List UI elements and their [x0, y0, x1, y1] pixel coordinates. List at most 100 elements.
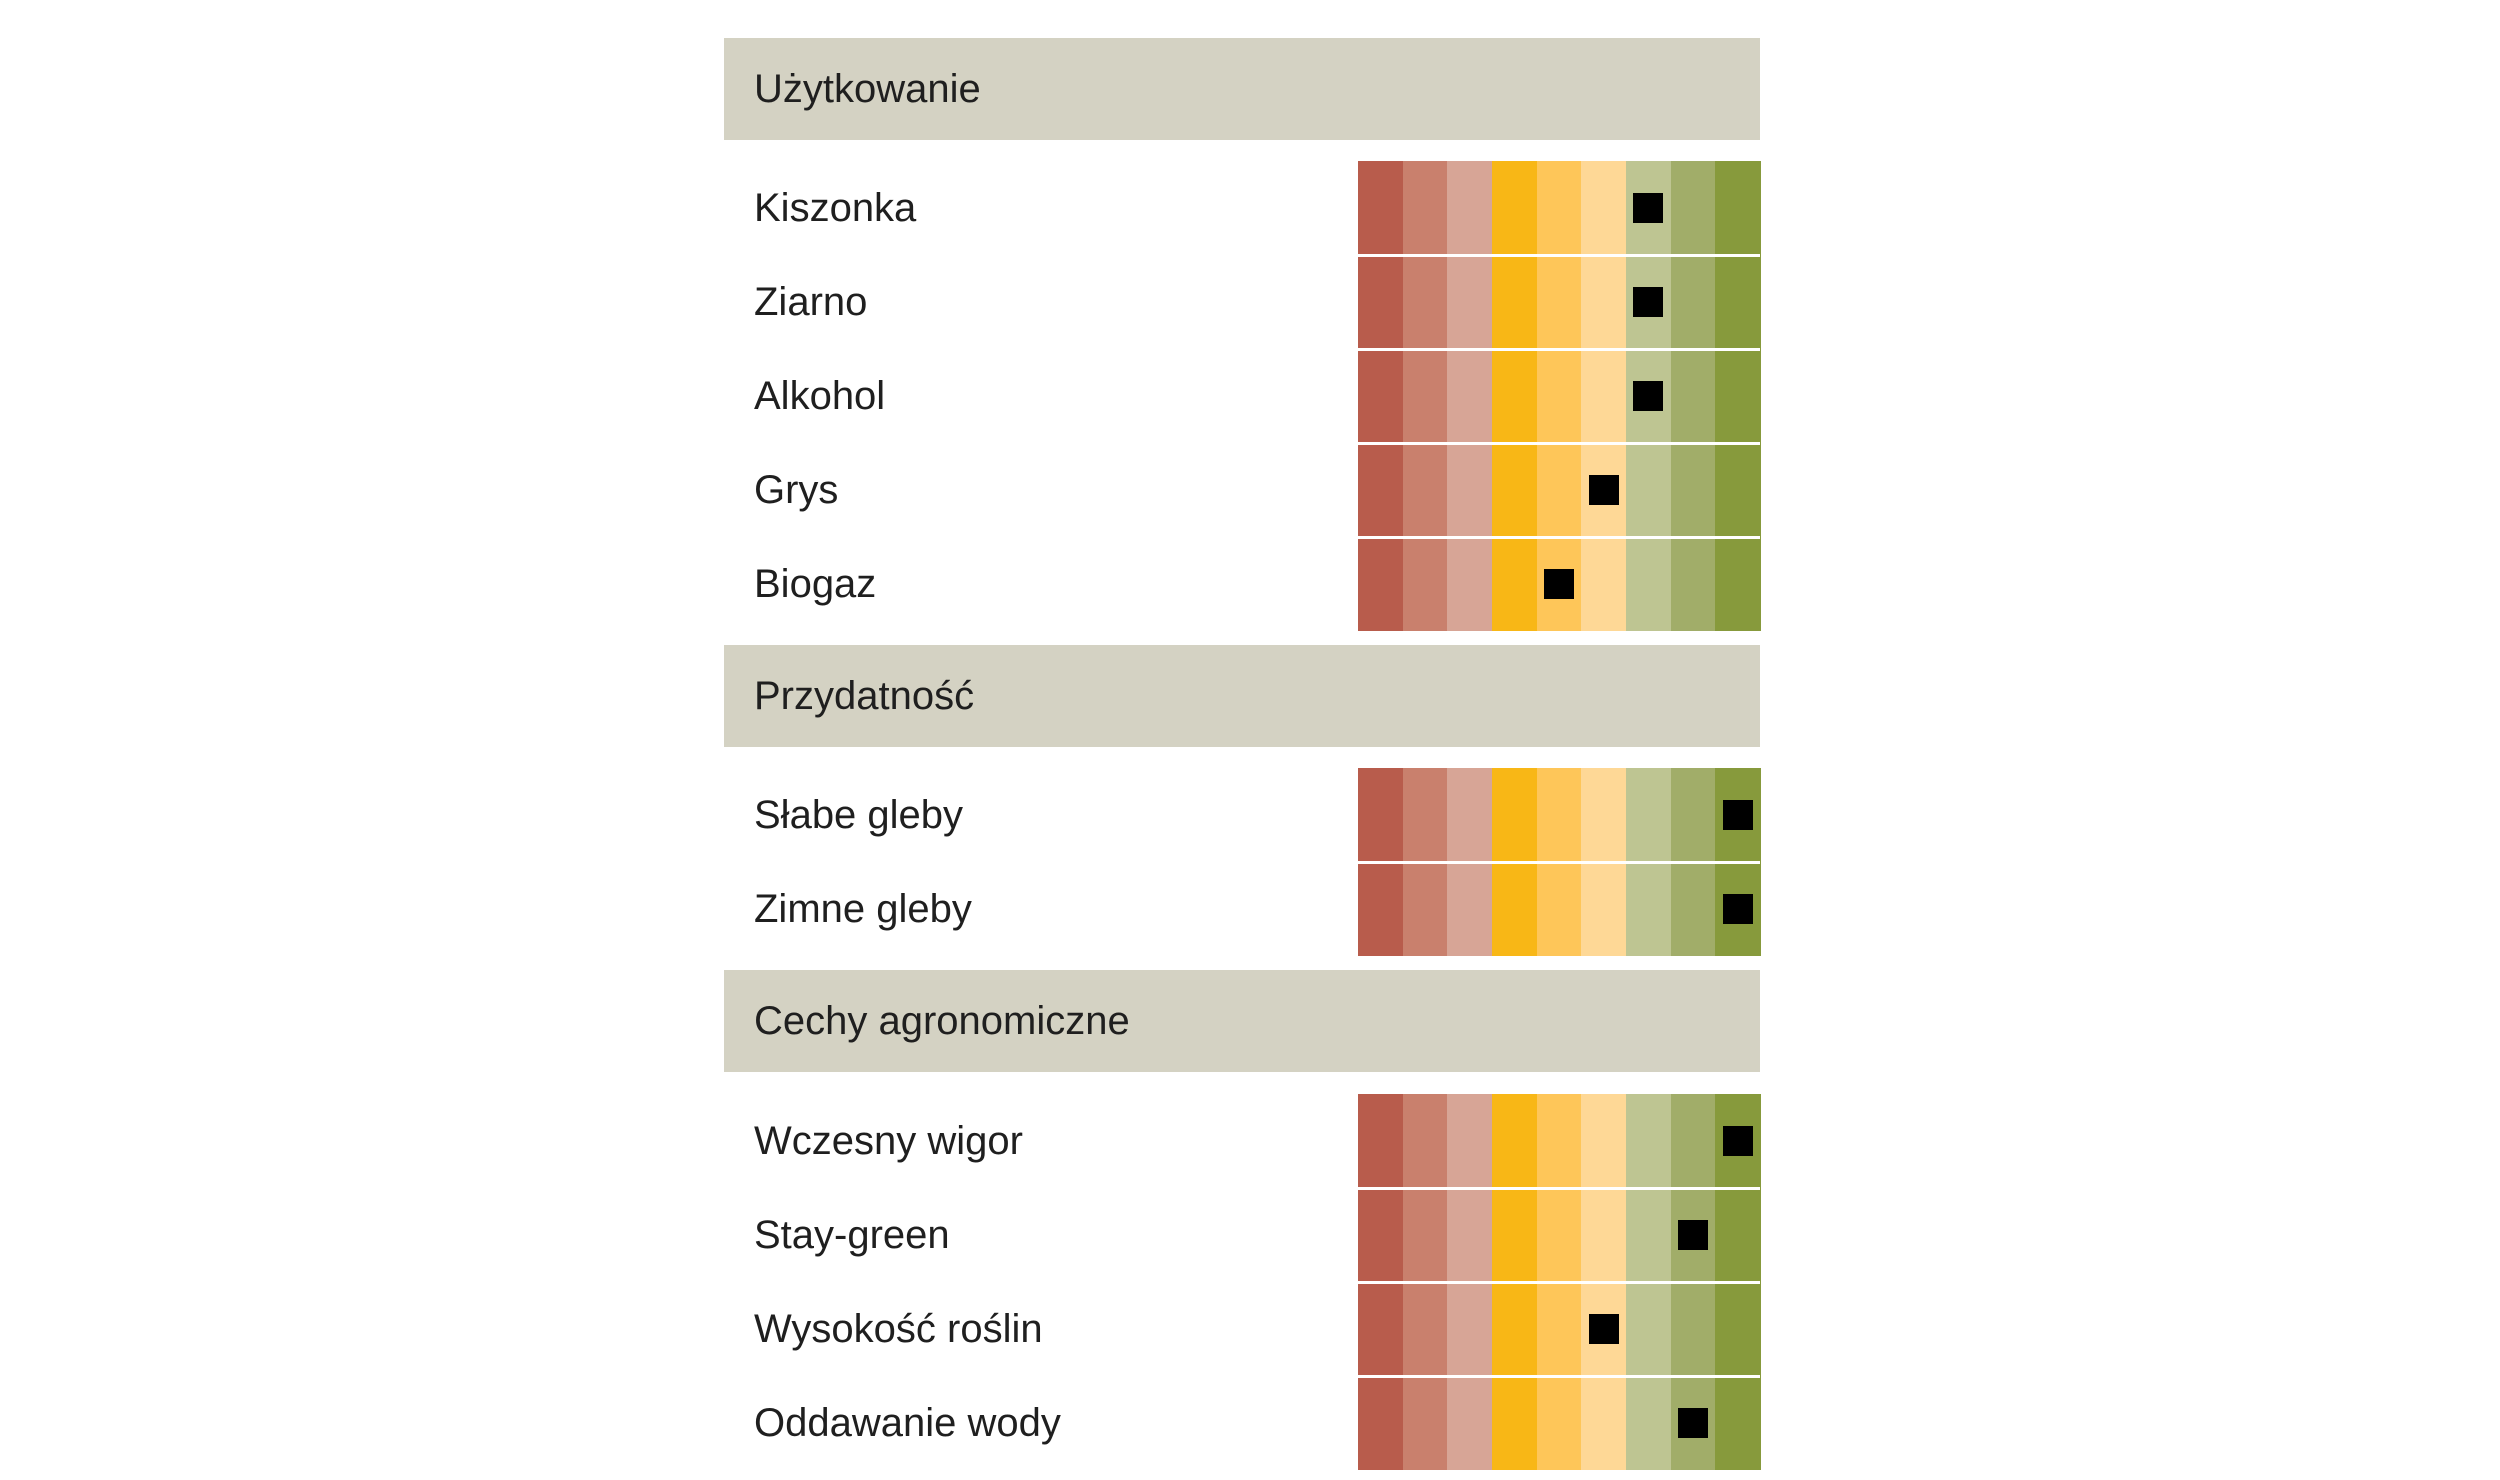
scale-cell-3 [1447, 443, 1493, 537]
scale-cell-2 [1402, 349, 1448, 443]
row-label: Wysokość roślin [754, 1307, 1043, 1351]
scale-cell-6 [1581, 1376, 1627, 1470]
rating-strip [1358, 536, 1761, 631]
scale-cell-9 [1715, 443, 1761, 537]
scale-cell-8 [1670, 537, 1716, 631]
rating-marker [1678, 1220, 1708, 1250]
row-separator [1358, 861, 1760, 864]
scale-cell-7 [1626, 443, 1672, 537]
rating-marker [1544, 569, 1574, 599]
row-label: Biogaz [754, 562, 877, 606]
row-label: Kiszonka [754, 186, 917, 230]
scale-cell-6 [1581, 1188, 1627, 1282]
row-separator [1358, 1187, 1760, 1190]
scale-cell-1 [1358, 1282, 1404, 1376]
scale-cell-2 [1402, 161, 1448, 255]
scale-cell-4 [1492, 1282, 1538, 1376]
row-separator [1358, 348, 1760, 351]
scale-cell-2 [1402, 1188, 1448, 1282]
scale-cell-8 [1670, 255, 1716, 349]
scale-cell-3 [1447, 768, 1493, 862]
row-label: Oddawanie wody [754, 1401, 1061, 1445]
section-header-przydatnosc: Przydatność [724, 645, 1760, 747]
rating-marker [1722, 894, 1753, 924]
scale-cell-5 [1536, 862, 1582, 956]
scale-cell-8 [1670, 1094, 1716, 1188]
scale-cell-7 [1626, 768, 1672, 862]
scale-cell-4 [1492, 255, 1538, 349]
scale-cell-7 [1626, 1094, 1672, 1188]
scale-cell-9 [1715, 1376, 1761, 1470]
scale-cell-5 [1536, 349, 1582, 443]
scale-cell-3 [1447, 862, 1493, 956]
scale-cell-5 [1536, 1282, 1582, 1376]
row-separator [1358, 536, 1760, 539]
scale-cell-4 [1492, 862, 1538, 956]
scale-cell-4 [1492, 1376, 1538, 1470]
scale-cell-7 [1626, 862, 1672, 956]
scale-cell-8 [1670, 862, 1716, 956]
row-label: Słabe gleby [754, 793, 964, 837]
rating-marker [1722, 800, 1753, 830]
scale-cell-3 [1447, 537, 1493, 631]
scale-cell-4 [1492, 1188, 1538, 1282]
rating-marker [1633, 381, 1664, 411]
scale-cell-2 [1402, 1094, 1448, 1188]
row-separator [1358, 1281, 1760, 1284]
rating-strip [1358, 1094, 1761, 1188]
rating-strip [1358, 1281, 1761, 1376]
scale-cell-3 [1447, 1282, 1493, 1376]
rating-strip [1358, 442, 1761, 537]
scale-cell-9 [1715, 349, 1761, 443]
scale-cell-1 [1358, 862, 1404, 956]
scale-cell-6 [1581, 537, 1627, 631]
scale-cell-3 [1447, 1376, 1493, 1470]
scale-cell-6 [1581, 255, 1627, 349]
scale-cell-8 [1670, 768, 1716, 862]
scale-cell-2 [1402, 537, 1448, 631]
scale-cell-9 [1715, 537, 1761, 631]
scale-cell-2 [1402, 862, 1448, 956]
rating-strip [1358, 1187, 1761, 1282]
row-separator [1358, 442, 1760, 445]
scale-cell-7 [1626, 1188, 1672, 1282]
scale-cell-9 [1715, 1188, 1761, 1282]
scale-cell-1 [1358, 349, 1404, 443]
scale-cell-2 [1402, 768, 1448, 862]
row-label: Ziarno [754, 280, 868, 324]
scale-cell-4 [1492, 1094, 1538, 1188]
scale-cell-5 [1536, 443, 1582, 537]
scale-cell-7 [1626, 1376, 1672, 1470]
scale-cell-3 [1447, 1188, 1493, 1282]
scale-cell-5 [1536, 1188, 1582, 1282]
scale-cell-8 [1670, 443, 1716, 537]
scale-cell-6 [1581, 768, 1627, 862]
row-label: Wczesny wigor [754, 1119, 1023, 1163]
scale-cell-7 [1626, 1282, 1672, 1376]
scale-cell-3 [1447, 255, 1493, 349]
scale-cell-1 [1358, 768, 1404, 862]
rating-strip [1358, 861, 1761, 956]
scale-cell-5 [1536, 1094, 1582, 1188]
scale-cell-4 [1492, 768, 1538, 862]
scale-cell-1 [1358, 1188, 1404, 1282]
row-label: Stay-green [754, 1213, 950, 1257]
scale-cell-9 [1715, 1282, 1761, 1376]
row-label: Zimne gleby [754, 887, 972, 931]
section-title: Przydatność [754, 674, 975, 718]
row-label: Alkohol [754, 374, 886, 418]
rating-marker [1633, 287, 1664, 317]
scale-cell-1 [1358, 443, 1404, 537]
rating-marker [1588, 1314, 1619, 1344]
row-separator [1358, 1375, 1760, 1378]
scale-cell-6 [1581, 161, 1627, 255]
rating-marker [1633, 193, 1664, 223]
section-title: Cechy agronomiczne [754, 999, 1130, 1043]
scale-cell-2 [1402, 1376, 1448, 1470]
scale-cell-1 [1358, 1094, 1404, 1188]
scale-cell-7 [1626, 537, 1672, 631]
scale-cell-2 [1402, 443, 1448, 537]
scale-cell-5 [1536, 255, 1582, 349]
scale-cell-1 [1358, 161, 1404, 255]
